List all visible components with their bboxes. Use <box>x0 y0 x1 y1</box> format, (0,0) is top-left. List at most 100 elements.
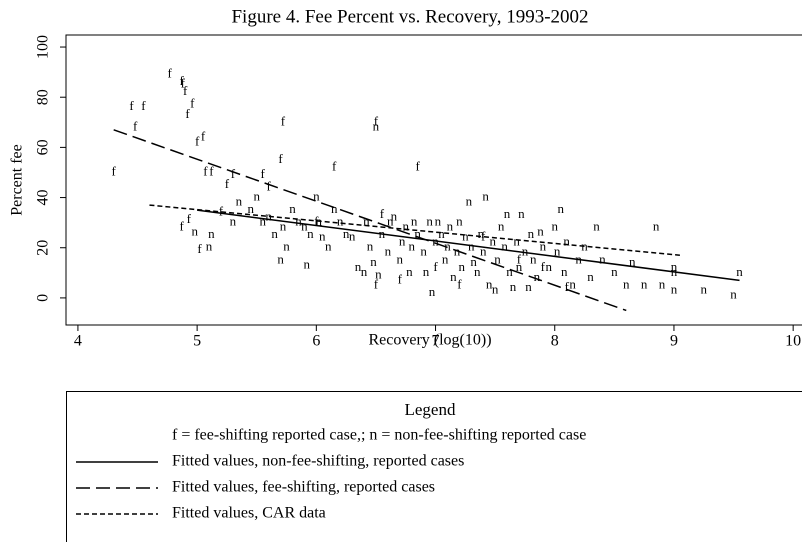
point: n <box>397 251 404 266</box>
point: n <box>265 209 272 224</box>
point: n <box>459 259 466 274</box>
point: n <box>435 214 442 229</box>
point: n <box>534 269 541 284</box>
point: n <box>525 279 532 294</box>
point: n <box>528 226 535 241</box>
x-tick-label: 10 <box>785 333 801 350</box>
plot-frame <box>65 34 802 326</box>
point: n <box>510 279 517 294</box>
point: n <box>486 276 493 291</box>
point: n <box>206 239 213 254</box>
point: n <box>482 189 489 204</box>
point: n <box>402 219 409 234</box>
point: f <box>261 166 266 181</box>
point: f <box>201 128 206 143</box>
point: n <box>363 214 370 229</box>
point: n <box>504 206 511 221</box>
x-axis-label: Recovery (log(10)) <box>368 332 491 349</box>
point: n <box>406 264 413 279</box>
point: n <box>456 214 463 229</box>
point: f <box>374 276 379 291</box>
point: f <box>266 179 271 194</box>
point: n <box>399 234 406 249</box>
point: n <box>537 224 544 239</box>
legend-label: Fitted values, fee-shifting, reported ca… <box>172 479 435 496</box>
point: n <box>701 281 708 296</box>
point: n <box>447 219 454 234</box>
x-tick-label: 6 <box>312 333 320 350</box>
point: n <box>236 194 243 209</box>
point: f <box>141 98 146 113</box>
point: n <box>450 269 457 284</box>
point: n <box>295 214 302 229</box>
point: n <box>191 224 198 239</box>
point: f <box>187 211 192 226</box>
point: n <box>280 219 287 234</box>
fit-line <box>113 129 627 312</box>
point: n <box>289 201 296 216</box>
point: f <box>185 106 190 121</box>
point: n <box>629 254 636 269</box>
legend-note: f = fee-shifting reported case,; n = non… <box>172 427 586 444</box>
point: n <box>373 118 380 133</box>
x-tick-label: 7 <box>432 333 440 350</box>
point: n <box>259 214 266 229</box>
point: n <box>671 281 678 296</box>
point: n <box>516 259 523 274</box>
point: n <box>313 189 320 204</box>
point: n <box>411 214 418 229</box>
point: n <box>420 244 427 259</box>
point: f <box>481 229 486 244</box>
point: f <box>219 204 224 219</box>
x-tick-label: 5 <box>193 333 201 350</box>
point: n <box>367 239 374 254</box>
point: f <box>168 66 173 81</box>
point: n <box>466 194 473 209</box>
x-tick-label: 8 <box>551 333 559 350</box>
point: n <box>513 234 520 249</box>
point: n <box>518 206 525 221</box>
point: n <box>506 264 513 279</box>
point: n <box>248 201 255 216</box>
y-tick-label: 80 <box>35 89 52 105</box>
fit-line <box>149 204 680 257</box>
point: f <box>209 163 214 178</box>
point: n <box>414 226 421 241</box>
point: n <box>319 229 326 244</box>
point: n <box>599 251 606 266</box>
chart-title: Figure 4. Fee Percent vs. Recovery, 1993… <box>231 6 588 27</box>
point: n <box>501 239 508 254</box>
point: n <box>385 244 392 259</box>
point: n <box>462 229 469 244</box>
point: n <box>557 201 564 216</box>
point: f <box>179 73 184 88</box>
point: n <box>581 239 588 254</box>
point: n <box>546 259 553 274</box>
point: f <box>398 271 403 286</box>
y-tick-label: 0 <box>35 294 52 302</box>
legend-label: Fitted values, CAR data <box>172 505 326 522</box>
point: n <box>230 214 237 229</box>
point: f <box>314 214 319 229</box>
point: f <box>203 163 208 178</box>
point: f <box>133 118 138 133</box>
point: n <box>498 219 505 234</box>
point: f <box>195 133 200 148</box>
point: f <box>564 279 569 294</box>
legend-label: Fitted values, non-fee-shifting, reporte… <box>172 453 464 470</box>
point: f <box>517 251 522 266</box>
point: f <box>190 96 195 111</box>
point: f <box>181 76 186 91</box>
point: n <box>423 264 430 279</box>
point: n <box>522 244 529 259</box>
point: n <box>426 214 433 229</box>
point: n <box>474 264 481 279</box>
point: n <box>375 266 382 281</box>
point: n <box>561 264 568 279</box>
point: n <box>587 269 594 284</box>
point: n <box>490 234 497 249</box>
point: n <box>641 276 648 291</box>
point: n <box>307 226 314 241</box>
point: n <box>429 284 436 299</box>
